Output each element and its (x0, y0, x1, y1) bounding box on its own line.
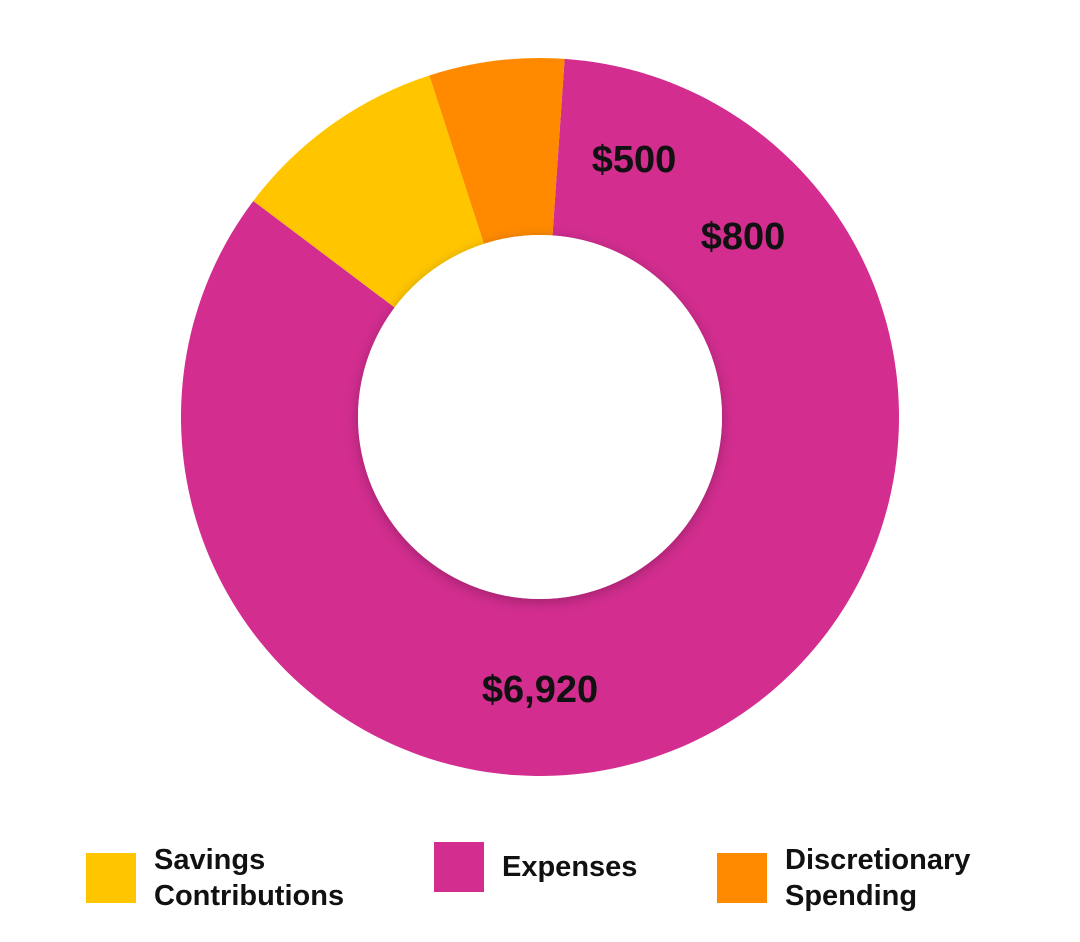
slice-expenses (181, 58, 900, 777)
legend-item-savings-contributions: Savings Contributions (86, 842, 344, 914)
slice-discretionary-spending (429, 57, 565, 244)
legend-swatch-savings-contributions (86, 853, 136, 903)
donut-chart-svg: $6,920 $500 $800 (181, 57, 900, 777)
legend-label-discretionary-spending: Discretionary Spending (785, 844, 971, 912)
legend-item-discretionary-spending: Discretionary Spending (717, 842, 970, 914)
legend-label-savings-contributions: Savings Contributions (154, 844, 345, 912)
donut-chart: $6,920 $500 $800 (181, 57, 900, 777)
legend-swatch-discretionary-spending (717, 853, 767, 903)
slice-savings-contributions (253, 75, 484, 308)
slice-labels-layer: $6,920 $500 $800 (482, 139, 785, 711)
legend-item-expenses: Expenses (434, 842, 637, 892)
donut-hole (358, 235, 722, 599)
slices-layer (181, 57, 900, 777)
slice-label-savings-contributions: $800 (701, 216, 786, 258)
slice-label-expenses: $6,920 (482, 669, 598, 711)
chart-legend: Savings Contributions Expenses Discretio… (0, 832, 1080, 932)
legend-swatch-expenses (434, 842, 484, 892)
slice-label-discretionary-spending: $500 (592, 139, 677, 181)
legend-label-expenses: Expenses (502, 851, 638, 883)
